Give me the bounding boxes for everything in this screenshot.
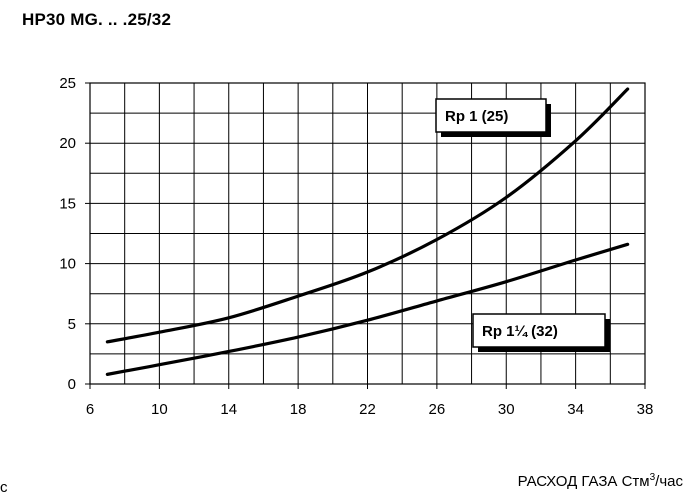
series-line-0 [105, 87, 630, 344]
y-tick-label: 10 [59, 256, 76, 273]
x-tick-label: 34 [567, 401, 584, 418]
series-label-text: Rp 1¼ (32) [482, 323, 558, 340]
y-tick-label: 20 [59, 135, 76, 152]
y-tick-label: 5 [68, 316, 76, 333]
x-tick-label: 30 [498, 401, 515, 418]
plot-frame [85, 82, 646, 389]
x-axis-label: РАСХОД ГАЗА Стм3/час [517, 472, 683, 490]
x-tick-label: 26 [429, 401, 446, 418]
y-tick-label: 25 [59, 75, 76, 92]
series-label-box [435, 98, 547, 133]
left-edge-text: c [0, 479, 8, 496]
series-label-text: Rp 1 (25) [445, 108, 508, 125]
x-tick-label: 22 [359, 401, 376, 418]
chart-title: HP30 MG. .. .25/32 [22, 10, 172, 29]
x-tick-label: 10 [151, 401, 168, 418]
y-tick-label: 0 [68, 376, 76, 393]
series-labels: Rp 1 (25) Rp 1¼ (32) [435, 98, 610, 352]
series-label-1: Rp 1¼ (32) [472, 313, 610, 352]
x-tick-labels: 6 10 14 18 22 26 30 34 38 [86, 401, 654, 418]
series-label-box [472, 313, 606, 348]
y-tick-labels: 0 5 10 15 20 25 [59, 75, 76, 393]
y-tick-label: 15 [59, 195, 76, 212]
series-line-1 [105, 242, 630, 376]
series-label-0: Rp 1 (25) [435, 98, 551, 137]
x-tick-label: 6 [86, 401, 94, 418]
series-lines [105, 87, 630, 376]
x-tick-label: 38 [637, 401, 654, 418]
x-tick-label: 18 [290, 401, 307, 418]
x-tick-label: 14 [220, 401, 237, 418]
